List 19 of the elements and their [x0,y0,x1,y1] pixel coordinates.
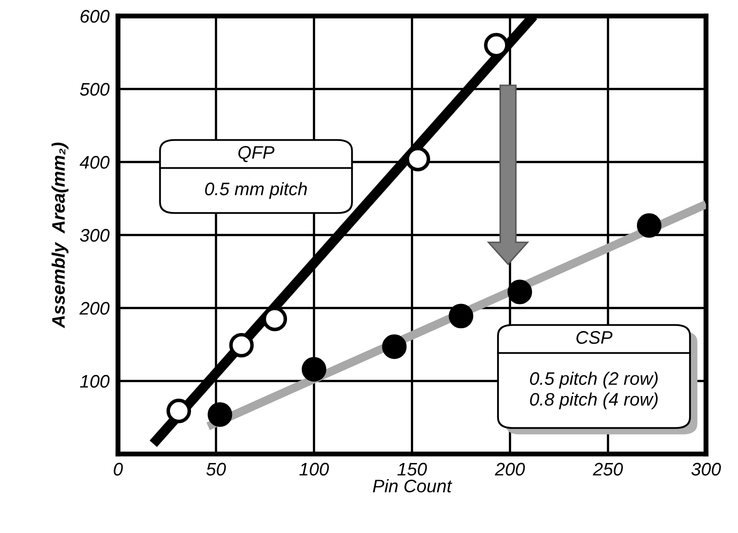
y-tick-label: 300 [80,228,110,242]
y-tick-label: 500 [80,82,110,96]
x-tick-label: 150 [397,462,427,476]
annotation: QFP [238,146,274,162]
x-tick-label: 250 [592,462,623,476]
y-tick-label: 100 [80,374,110,388]
y-tick-label: 600 [80,10,110,23]
x-tick-label: 200 [494,462,525,476]
x-tick-label: 300 [691,462,721,476]
y-axis-title: Assembly Area(mm₂) [52,142,68,328]
y-tick-label: 400 [80,156,110,169]
x-axis-title: Pin Count [372,479,452,492]
annotation: CSP [576,331,612,344]
y-tick-label: 200 [79,302,110,315]
x-tick-label: 100 [299,462,329,476]
x-tick-label: 50 [206,462,226,476]
annotation: 0.5 mm pitch [205,182,307,199]
x-tick-label: 0 [114,462,123,476]
annotation: 0.5 pitch (2 row) 0.8 pitch (4 row) [530,372,658,410]
